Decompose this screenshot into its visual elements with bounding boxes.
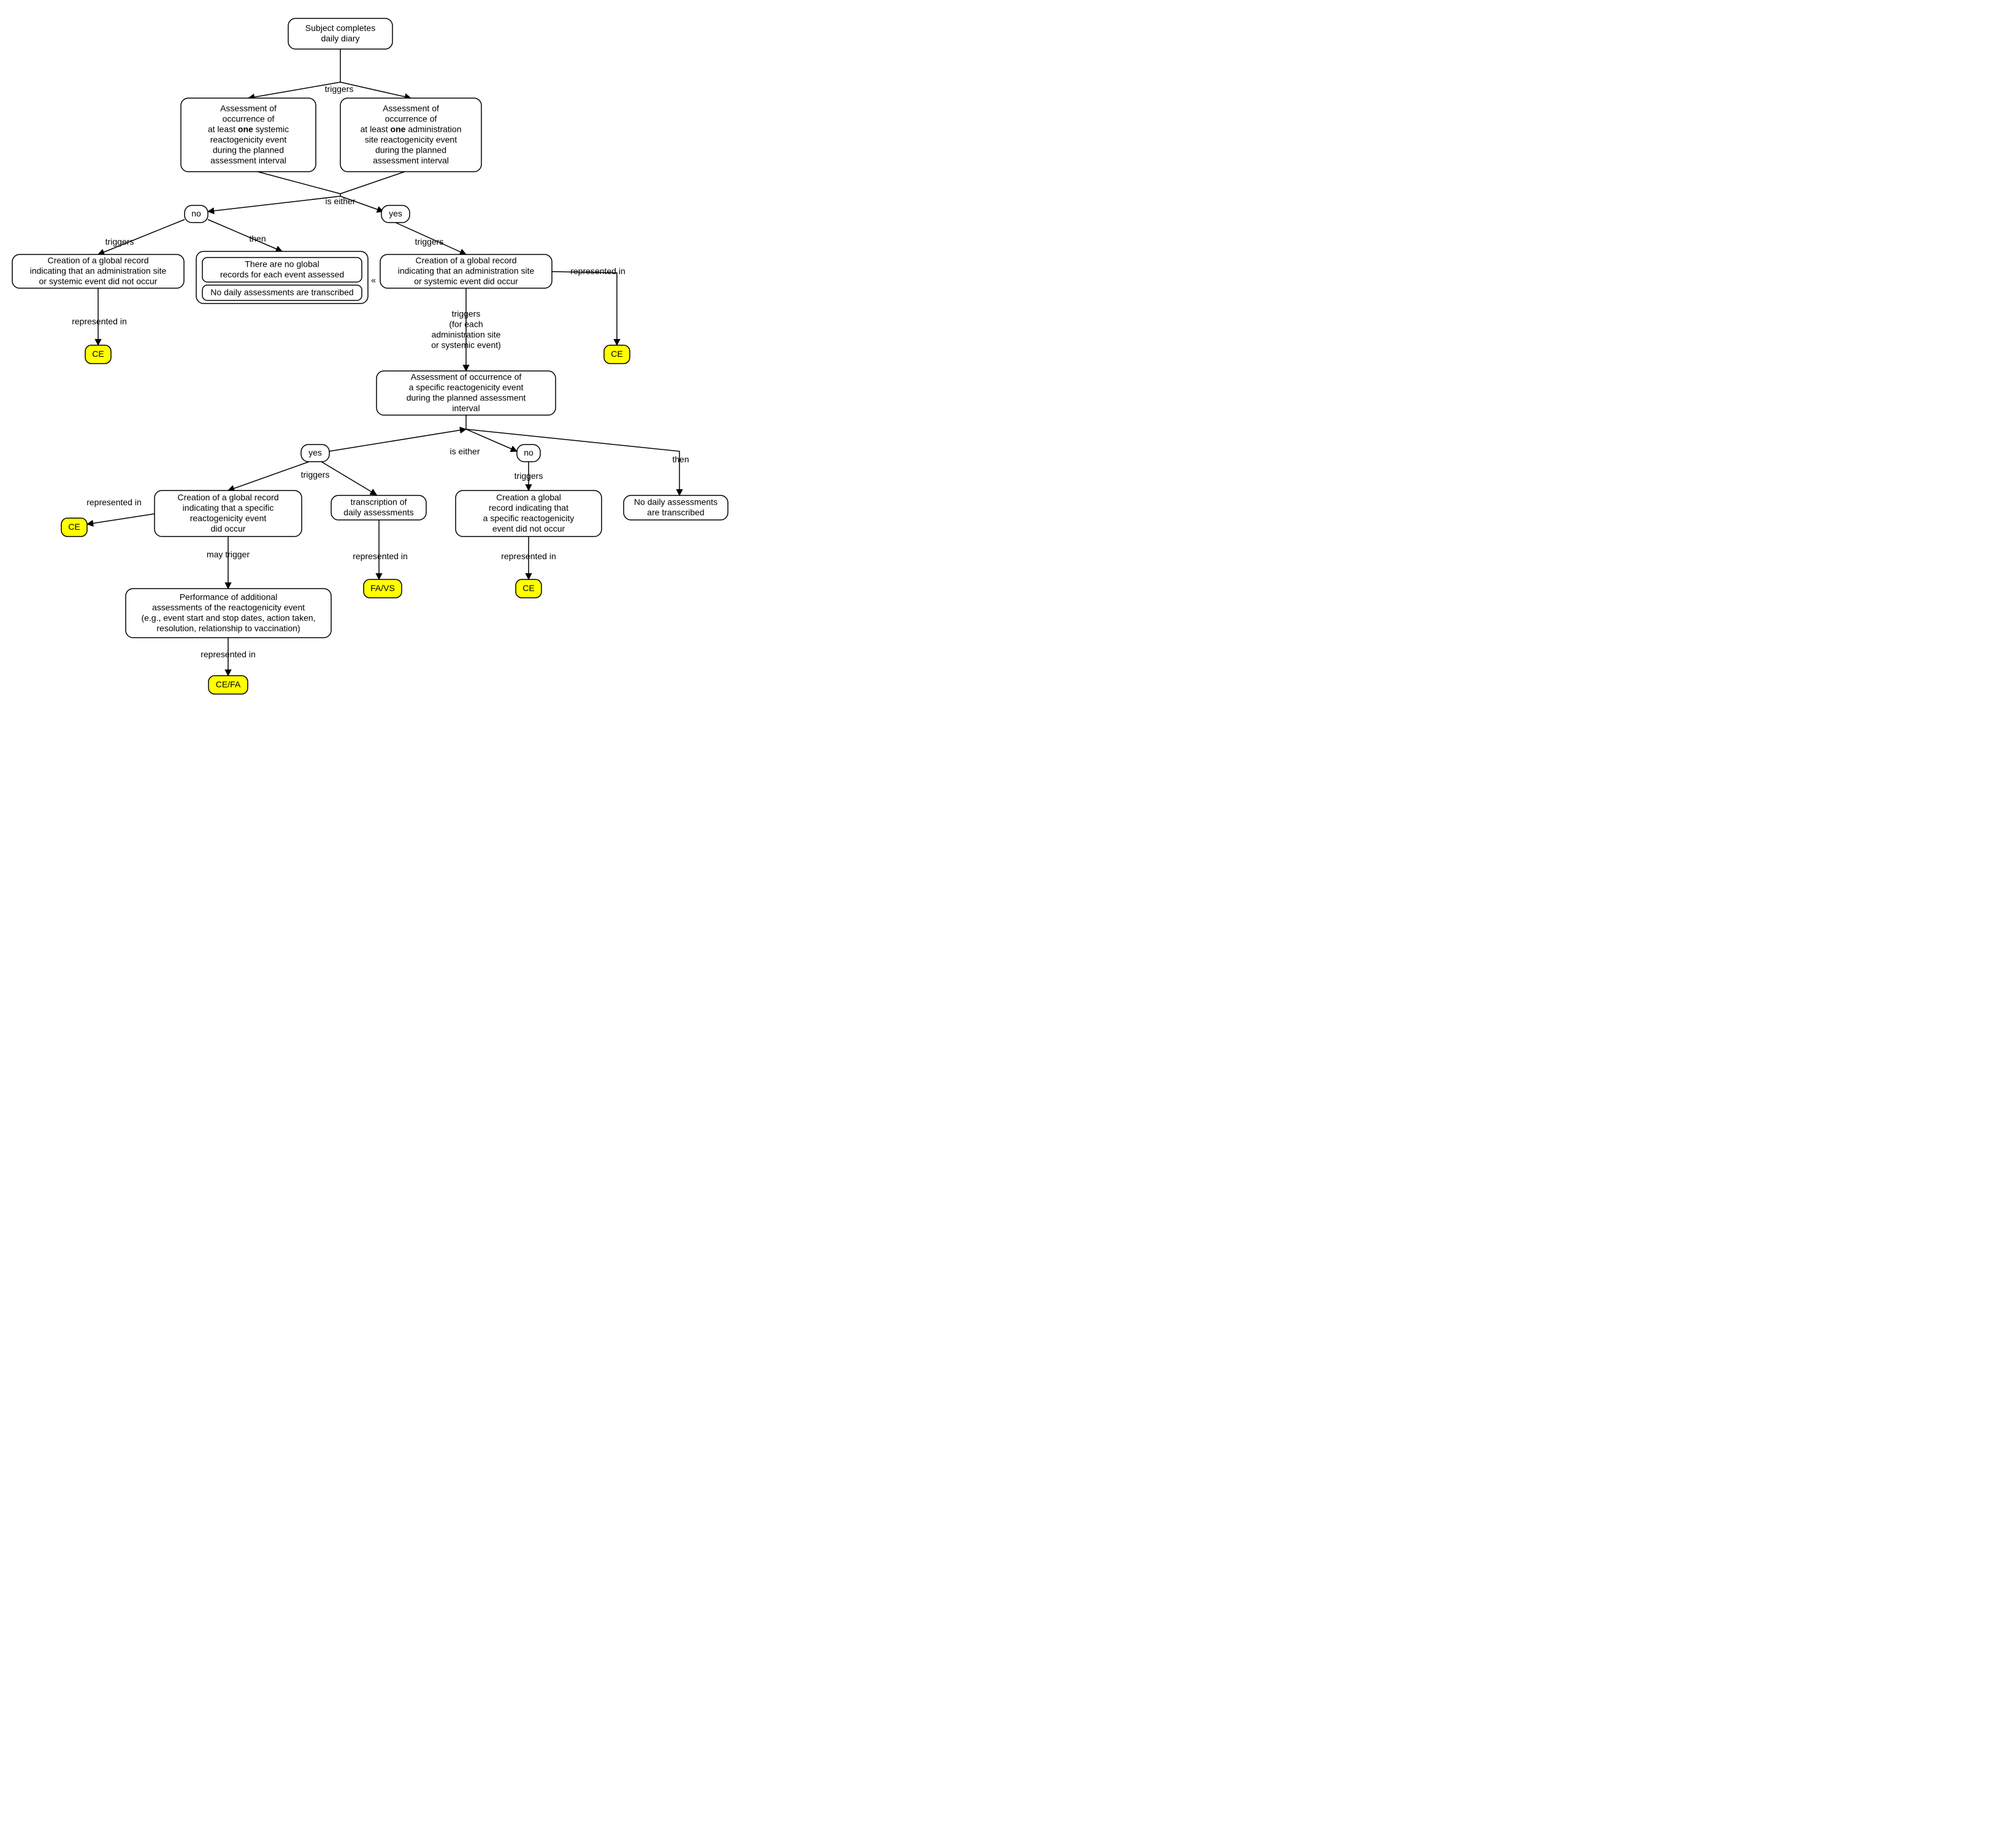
flowchart-canvas: Subject completesdaily diaryAssessment o… xyxy=(0,0,797,742)
label-triggers-yes: triggers xyxy=(415,237,444,246)
label-rep-cefa: represented in xyxy=(201,649,256,659)
node-ce1-text: CE xyxy=(92,349,104,359)
label-triggers-no: triggers xyxy=(105,237,134,246)
label-may-trigger: may trigger xyxy=(207,549,250,559)
node-n4-text: Creation of a global recordindicating th… xyxy=(30,255,167,286)
label-triggers-no2: triggers xyxy=(515,471,543,481)
group-n5g-inner1-text: No daily assessments are transcribed xyxy=(210,287,353,297)
label-is-either-2: is either xyxy=(449,446,480,456)
node-ce4-text: CE xyxy=(522,583,534,593)
node-cefa-text: CE/FA xyxy=(216,679,241,689)
label-rep-fa: represented in xyxy=(353,551,408,561)
node-n_no2-text: no xyxy=(524,448,534,457)
label-rep-ce4: represented in xyxy=(501,551,556,561)
edge-yes2-n9 xyxy=(321,462,377,495)
label-triggers-multi: triggers(for eachadministration siteor s… xyxy=(431,308,501,349)
node-ce2-text: CE xyxy=(611,349,622,359)
edge-yes2-n8 xyxy=(228,462,309,491)
edge-n3-merge xyxy=(340,172,405,194)
node-n10-text: Creation a globalrecord indicating thata… xyxy=(483,492,575,533)
node-ce3-text: CE xyxy=(68,522,80,532)
label-then-no: then xyxy=(249,234,266,243)
label-rep-ce2: represented in xyxy=(570,266,625,276)
node-n_no1-text: no xyxy=(191,208,201,218)
node-n_yes2-text: yes xyxy=(308,448,322,457)
edge-n2-merge xyxy=(258,172,340,194)
note-glyph: « xyxy=(371,275,376,285)
node-fa1-text: FA/VS xyxy=(370,583,395,593)
label-is-either-1: is either xyxy=(325,196,355,206)
edge-n6-ce2 xyxy=(552,272,617,345)
label-triggers-1: triggers xyxy=(325,84,354,94)
edge-n7-then xyxy=(466,429,679,495)
edge-merge-no xyxy=(208,196,340,212)
label-triggers-yes2: triggers xyxy=(301,470,330,479)
node-n9-text: transcription ofdaily assessments xyxy=(343,497,413,517)
label-rep-ce3: represented in xyxy=(86,497,142,507)
label-then-2: then xyxy=(672,454,689,464)
edge-no-n5 xyxy=(208,220,282,251)
edge-n7-yes2 xyxy=(329,429,466,451)
edge-n8-ce3 xyxy=(87,514,155,524)
label-rep-ce1: represented in xyxy=(72,316,127,326)
node-n_yes1-text: yes xyxy=(389,208,402,218)
node-n6-text: Creation of a global recordindicating th… xyxy=(398,255,535,286)
